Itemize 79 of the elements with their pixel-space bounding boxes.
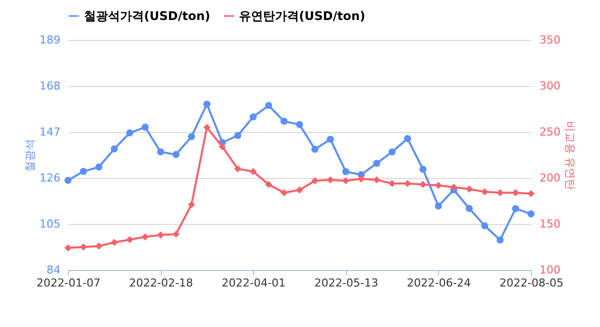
point bbox=[434, 182, 442, 189]
point bbox=[250, 113, 257, 120]
point bbox=[342, 177, 350, 184]
point bbox=[157, 148, 164, 156]
point bbox=[373, 176, 380, 184]
point bbox=[296, 121, 304, 128]
y2-axis-title: 비교용 유연탄 bbox=[563, 120, 576, 190]
point bbox=[527, 210, 535, 218]
point bbox=[434, 202, 442, 210]
y-tick-label: 84 bbox=[46, 264, 60, 276]
y-tick-label: 126 bbox=[40, 172, 60, 184]
point bbox=[234, 165, 242, 172]
point bbox=[404, 135, 412, 142]
x-tick-label: 2022-02-18 bbox=[129, 276, 194, 290]
point bbox=[126, 236, 134, 244]
y-axis-title: 철광석 bbox=[24, 139, 37, 172]
point bbox=[64, 244, 72, 252]
point bbox=[512, 189, 520, 196]
y-tick-label: 189 bbox=[40, 34, 60, 46]
point bbox=[326, 136, 334, 143]
point bbox=[157, 232, 164, 239]
point bbox=[110, 145, 118, 152]
point bbox=[419, 166, 427, 173]
point bbox=[95, 242, 102, 250]
y-tick-label: 168 bbox=[40, 80, 60, 92]
x-tick-label: 2022-06-24 bbox=[406, 276, 471, 290]
x-tick-label: 2022-05-13 bbox=[314, 276, 378, 290]
point bbox=[311, 146, 318, 153]
point bbox=[110, 238, 118, 246]
point bbox=[265, 102, 272, 110]
point bbox=[265, 180, 272, 188]
legend-label: 유연탄가격(USD/ton) bbox=[239, 9, 366, 23]
point bbox=[481, 222, 488, 230]
point bbox=[126, 129, 134, 136]
point bbox=[234, 132, 242, 140]
point bbox=[527, 190, 535, 198]
point bbox=[203, 124, 210, 131]
point bbox=[296, 186, 304, 194]
point bbox=[496, 189, 504, 196]
y2-tick-label: 100 bbox=[540, 264, 560, 276]
y-tick-label: 147 bbox=[40, 126, 60, 138]
point bbox=[280, 189, 288, 196]
y-tick-label: 105 bbox=[40, 218, 60, 230]
point bbox=[450, 184, 458, 191]
point bbox=[512, 205, 520, 212]
point bbox=[172, 230, 180, 238]
y2-tick-label: 200 bbox=[540, 172, 560, 184]
point bbox=[95, 164, 102, 171]
point bbox=[326, 176, 334, 184]
point bbox=[342, 168, 350, 176]
x-tick-label: 2022-01-07 bbox=[36, 276, 100, 290]
point bbox=[203, 100, 210, 108]
point bbox=[481, 188, 488, 196]
point bbox=[80, 243, 87, 251]
y2-tick-label: 250 bbox=[540, 126, 560, 138]
legend-label: 철광석가격(USD/ton) bbox=[84, 9, 210, 23]
point bbox=[142, 233, 149, 240]
point bbox=[188, 133, 196, 140]
point bbox=[419, 180, 427, 188]
point bbox=[466, 204, 473, 212]
x-tick-label: 2022-04-01 bbox=[222, 276, 286, 290]
point bbox=[358, 175, 365, 182]
y2-tick-label: 150 bbox=[540, 218, 560, 230]
y2-tick-label: 300 bbox=[540, 80, 560, 92]
point bbox=[388, 148, 396, 156]
point bbox=[250, 168, 257, 176]
point bbox=[373, 160, 380, 167]
x-tick-label: 2022-08-05 bbox=[500, 276, 564, 290]
point bbox=[142, 124, 149, 131]
point bbox=[496, 236, 504, 244]
point bbox=[80, 168, 87, 175]
point bbox=[188, 201, 196, 208]
y2-tick-label: 350 bbox=[540, 34, 560, 46]
point bbox=[64, 176, 72, 184]
point bbox=[466, 186, 473, 193]
point bbox=[280, 118, 288, 125]
point bbox=[218, 143, 226, 150]
point bbox=[172, 151, 180, 158]
point bbox=[311, 177, 318, 184]
